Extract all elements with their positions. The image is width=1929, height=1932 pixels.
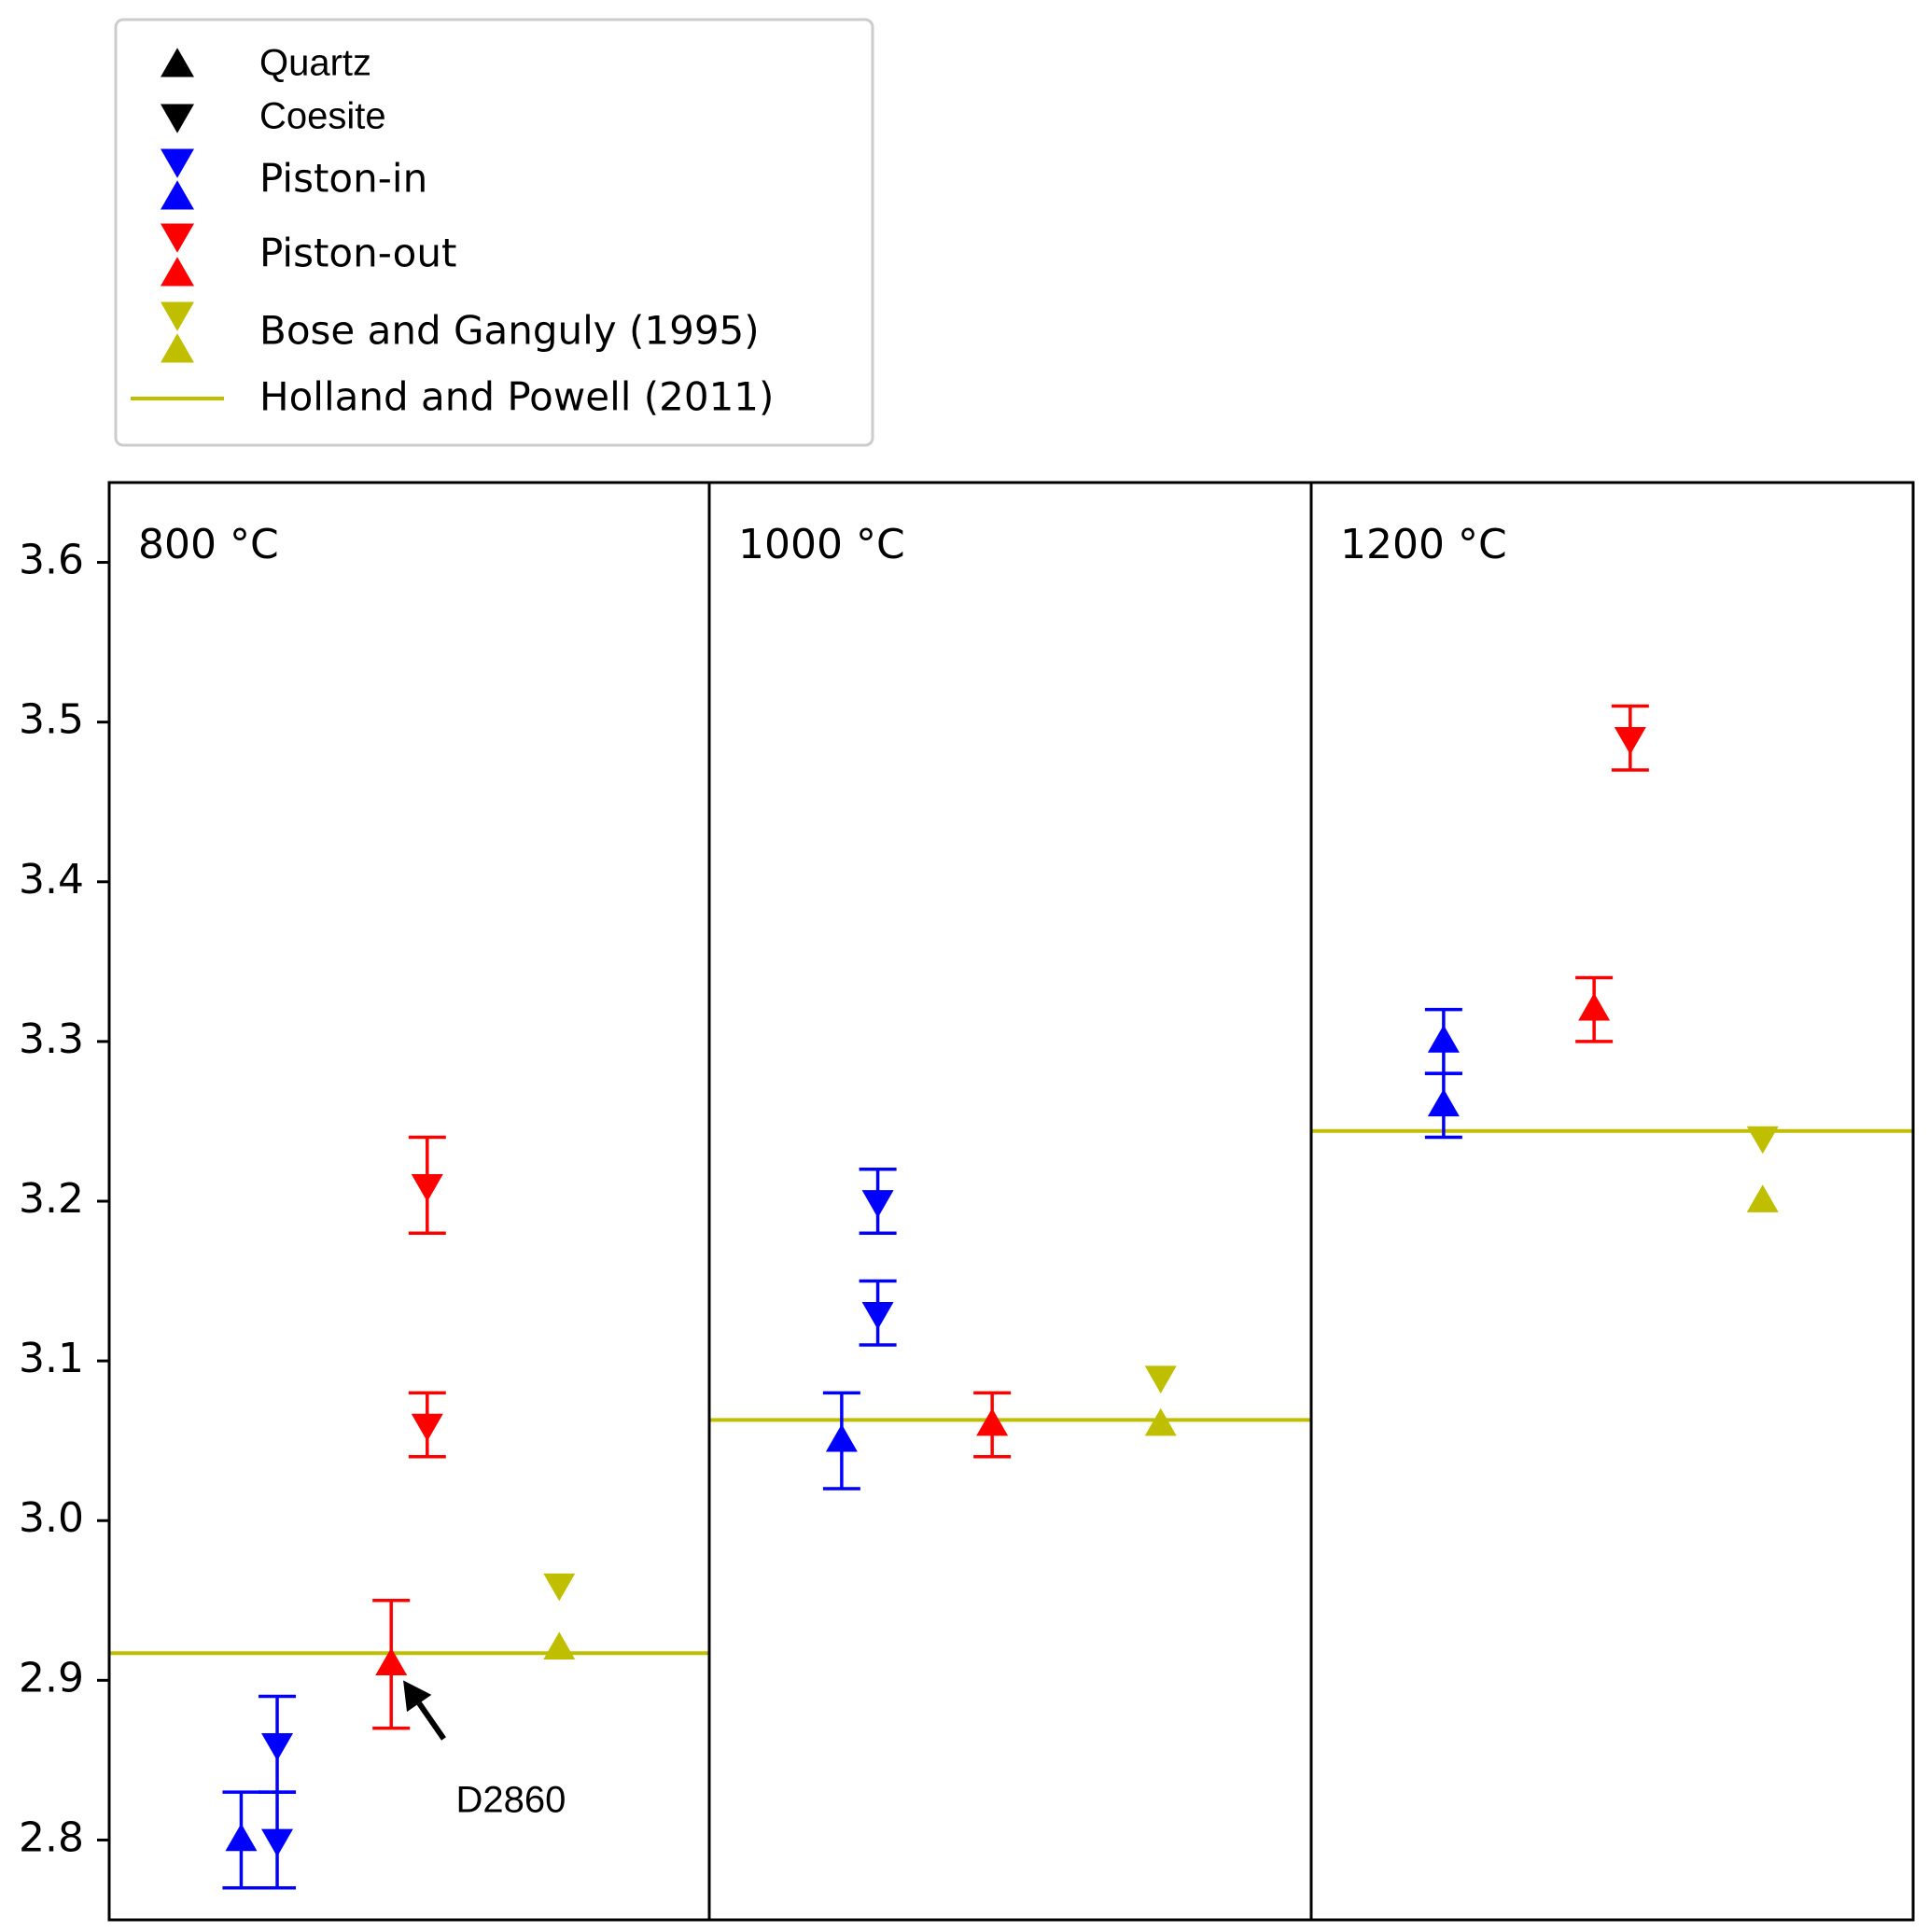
y-tick-label: 3.5 [19, 696, 84, 744]
data-point-coesite [411, 1413, 443, 1442]
legend-label: Piston-in [259, 156, 427, 202]
y-tick-label: 3.3 [19, 1015, 84, 1063]
data-point-quartz [1578, 992, 1611, 1021]
legend-marker-down [161, 104, 194, 133]
legend-marker-down [161, 301, 194, 331]
legend-marker-down [161, 148, 194, 178]
panel-2: 1000 °C [707, 481, 1313, 1922]
y-tick-label: 3.1 [19, 1335, 84, 1382]
y-axis: 2.8 2.9 3.0 3.1 3.2 3.3 3.4 3.5 3.6 [19, 537, 109, 1861]
legend-marker-down [161, 223, 194, 253]
legend-label: Piston-out [259, 231, 456, 276]
data-point-coesite [543, 1573, 576, 1602]
data-point-quartz [1144, 1407, 1177, 1436]
y-tick-label: 3.6 [19, 537, 84, 584]
data-point-coesite [1746, 1126, 1779, 1155]
panel-frame [1309, 481, 1915, 1922]
legend-item: Bose and Ganguly (1995) [161, 301, 760, 363]
y-tick-label: 3.0 [19, 1494, 84, 1542]
legend-item: Quartz [161, 43, 371, 84]
legend: Quartz Coesite Piston-in Piston-out Bose and… [114, 18, 874, 447]
legend-item: Holland and Powell (2011) [131, 374, 774, 420]
legend-marker-up [161, 333, 194, 363]
y-tick-label: 3.4 [19, 856, 84, 903]
legend-frame [114, 18, 874, 447]
data-point-coesite [861, 1190, 894, 1218]
data-point-quartz [543, 1631, 576, 1659]
panel-1: D2860 800 °C [107, 481, 711, 1922]
y-tick-label: 2.9 [19, 1654, 84, 1701]
data-point-coesite [411, 1174, 443, 1202]
data-point-quartz [976, 1407, 1009, 1436]
legend-label: Bose and Ganguly (1995) [259, 308, 760, 354]
panel-frame [707, 481, 1313, 1922]
legend-marker-up [161, 257, 194, 287]
data-point-coesite [1144, 1365, 1177, 1393]
legend-label: Holland and Powell (2011) [259, 374, 774, 420]
annotation-label: D2860 [456, 1780, 566, 1821]
data-point-coesite [1614, 726, 1646, 755]
panel-temperature-label: 800 °C [138, 521, 279, 568]
panel-temperature-label: 1200 °C [1340, 521, 1507, 568]
legend-marker-up [161, 180, 194, 210]
legend-marker-up [161, 48, 194, 77]
legend-item: Piston-out [161, 223, 456, 287]
data-point-quartz [1427, 1088, 1460, 1117]
y-tick-label: 2.8 [19, 1813, 84, 1861]
legend-item: Coesite [161, 96, 386, 137]
data-point-coesite [861, 1301, 894, 1330]
data-point-quartz [1746, 1184, 1779, 1212]
data-point-quartz [1427, 1025, 1460, 1053]
legend-label: Quartz [259, 43, 371, 84]
plot-area: D2860 800 °C 1000 °C 1200 °C [107, 481, 1915, 1922]
panel-temperature-label: 1000 °C [738, 521, 905, 568]
data-point-quartz [825, 1423, 858, 1452]
legend-label: Coesite [259, 96, 386, 137]
data-point-coesite [261, 1828, 294, 1857]
data-point-coesite [261, 1732, 294, 1761]
annotation-arrow [403, 1680, 446, 1741]
panel-3: 1200 °C [1309, 481, 1915, 1922]
legend-item: Piston-in [161, 148, 427, 210]
y-tick-label: 3.2 [19, 1175, 84, 1223]
data-point-quartz [225, 1823, 258, 1852]
data-point-quartz [375, 1647, 408, 1676]
